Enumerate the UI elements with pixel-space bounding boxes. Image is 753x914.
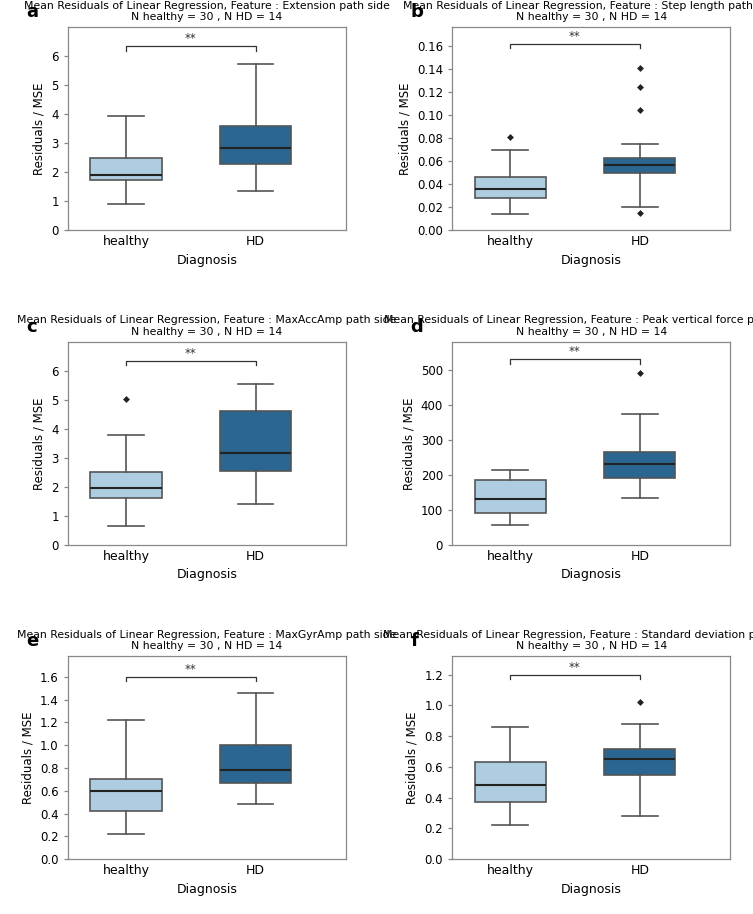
Text: a: a bbox=[26, 3, 38, 21]
X-axis label: Diagnosis: Diagnosis bbox=[176, 569, 237, 581]
Y-axis label: Residuals / MSE: Residuals / MSE bbox=[398, 82, 411, 175]
Text: f: f bbox=[410, 632, 418, 650]
Y-axis label: Residuals / MSE: Residuals / MSE bbox=[402, 397, 415, 490]
PathPatch shape bbox=[220, 126, 291, 164]
PathPatch shape bbox=[220, 411, 291, 471]
Title: Mean Residuals of Linear Regression, Feature : Standard deviation path side
N he: Mean Residuals of Linear Regression, Fea… bbox=[383, 630, 753, 652]
PathPatch shape bbox=[604, 749, 675, 775]
Text: **: ** bbox=[185, 663, 197, 675]
Text: e: e bbox=[26, 632, 38, 650]
Text: **: ** bbox=[185, 32, 197, 46]
Title: Mean Residuals of Linear Regression, Feature : MaxAccAmp path side
N healthy = 3: Mean Residuals of Linear Regression, Fea… bbox=[17, 315, 397, 337]
Title: Mean Residuals of Linear Regression, Feature : Step length path side
N healthy =: Mean Residuals of Linear Regression, Fea… bbox=[404, 1, 753, 23]
PathPatch shape bbox=[474, 177, 546, 198]
Y-axis label: Residuals / MSE: Residuals / MSE bbox=[32, 397, 46, 490]
PathPatch shape bbox=[474, 762, 546, 802]
Title: Mean Residuals of Linear Regression, Feature : Extension path side
N healthy = 3: Mean Residuals of Linear Regression, Fea… bbox=[24, 1, 390, 23]
Title: Mean Residuals of Linear Regression, Feature : MaxGyrAmp path side
N healthy = 3: Mean Residuals of Linear Regression, Fea… bbox=[17, 630, 397, 652]
Text: b: b bbox=[410, 3, 423, 21]
Y-axis label: Residuals / MSE: Residuals / MSE bbox=[32, 82, 46, 175]
Text: **: ** bbox=[185, 346, 197, 360]
PathPatch shape bbox=[90, 158, 162, 179]
PathPatch shape bbox=[604, 158, 675, 173]
Y-axis label: Residuals / MSE: Residuals / MSE bbox=[21, 711, 35, 804]
PathPatch shape bbox=[604, 452, 675, 478]
Text: **: ** bbox=[569, 345, 581, 358]
Title: Mean Residuals of Linear Regression, Feature : Peak vertical force path side
N h: Mean Residuals of Linear Regression, Fea… bbox=[384, 315, 753, 337]
PathPatch shape bbox=[474, 480, 546, 514]
Y-axis label: Residuals / MSE: Residuals / MSE bbox=[406, 711, 419, 804]
Text: **: ** bbox=[569, 29, 581, 43]
PathPatch shape bbox=[90, 473, 162, 498]
X-axis label: Diagnosis: Diagnosis bbox=[561, 569, 622, 581]
PathPatch shape bbox=[220, 745, 291, 782]
X-axis label: Diagnosis: Diagnosis bbox=[561, 254, 622, 267]
X-axis label: Diagnosis: Diagnosis bbox=[561, 883, 622, 896]
Text: c: c bbox=[26, 317, 37, 335]
Text: **: ** bbox=[569, 661, 581, 674]
X-axis label: Diagnosis: Diagnosis bbox=[176, 254, 237, 267]
X-axis label: Diagnosis: Diagnosis bbox=[176, 883, 237, 896]
PathPatch shape bbox=[90, 780, 162, 812]
Text: d: d bbox=[410, 317, 423, 335]
